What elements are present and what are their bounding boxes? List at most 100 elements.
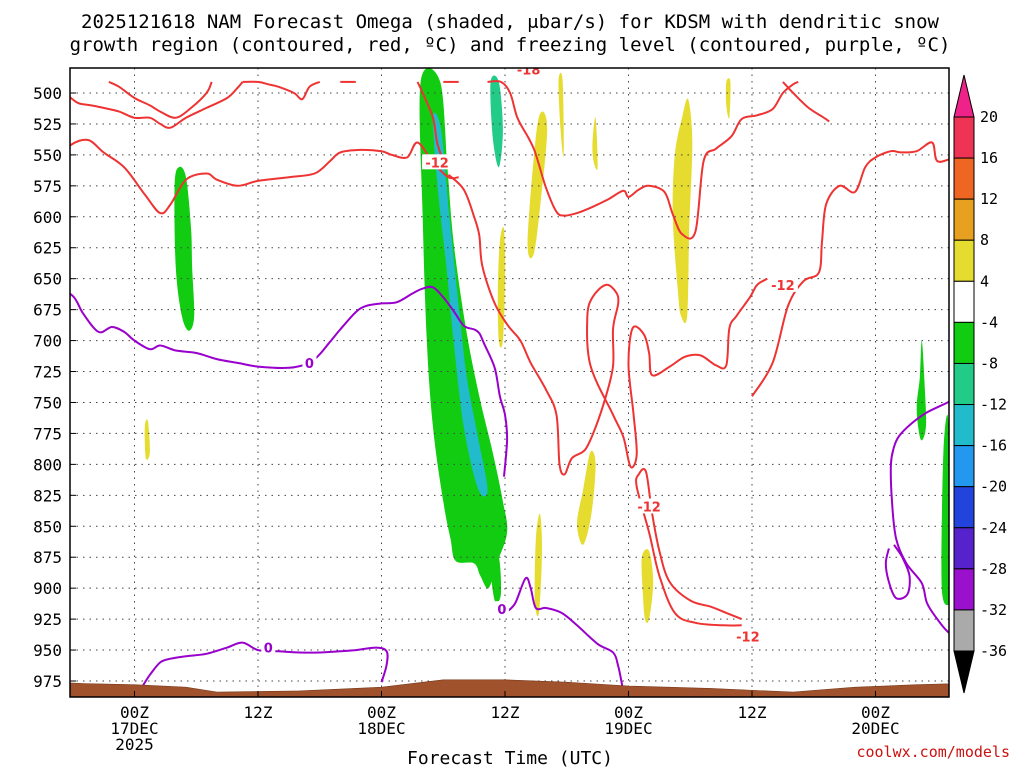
colorbar-label: -32: [980, 601, 1007, 619]
colorbar-bin: [953, 568, 975, 611]
omega-region-13: [577, 450, 596, 545]
omega-region-0: [174, 166, 195, 331]
x-tick-label: 00Z: [367, 703, 396, 722]
dendritic-contour-2: [487, 80, 799, 240]
y-tick-label: 625: [33, 239, 62, 258]
omega-shading: [144, 68, 949, 624]
colorbar-bin: [953, 239, 975, 282]
y-tick-label: 825: [33, 486, 62, 505]
colorbar-bin: [953, 445, 975, 488]
omega-region-18: [144, 419, 150, 460]
x-tick-label: 12Z: [244, 703, 273, 722]
grid-lines: [70, 68, 949, 697]
colorbar-label: -4: [980, 313, 998, 331]
omega-region-14: [534, 513, 543, 617]
x-tick-label: 00Z: [614, 703, 643, 722]
colorbar-label: 12: [980, 190, 998, 208]
y-tick-label: 700: [33, 332, 62, 351]
dendritic-contour-label: -18: [517, 63, 541, 78]
colorbar-bin: [953, 486, 975, 529]
dendritic-contour-label: -12: [736, 630, 760, 645]
y-tick-label: 600: [33, 208, 62, 227]
omega-region-10: [558, 72, 564, 157]
freezing-contour-label: 0: [305, 357, 314, 372]
y-tick-label: 575: [33, 177, 62, 196]
contour-label-bg: [302, 354, 317, 370]
dendritic-contour-label: -12: [771, 279, 795, 294]
colorbar-bin: [953, 116, 975, 159]
omega-region-2: [432, 112, 488, 497]
chart-title-line2: growth region (contoured, red, ºC) and f…: [70, 34, 951, 56]
x-tick-label: 12Z: [491, 703, 520, 722]
omega-region-17: [725, 78, 731, 119]
dendritic-contour-1: [751, 141, 949, 397]
contour-label-bg: [767, 276, 798, 292]
y-tick-label: 750: [33, 393, 62, 412]
colorbar-bin: [953, 280, 975, 323]
contour-label-bg: [732, 628, 763, 644]
y-tick-label: 850: [33, 517, 62, 536]
colorbar-label: -12: [980, 396, 1007, 414]
x-axis-label: Forecast Time (UTC): [407, 748, 613, 768]
colorbar-label: 4: [980, 272, 989, 290]
y-axis: 500 525 550 575 600 625 650 675 700 725 750 775 800 8…: [33, 84, 76, 691]
y-tick-label: 950: [33, 641, 62, 660]
y-tick-label: 500: [33, 84, 62, 103]
dendritic-contour-label: -12: [425, 156, 449, 171]
dendritic-contour-5: [70, 81, 244, 129]
colorbar-bin: [953, 321, 975, 364]
y-tick-label: 925: [33, 610, 62, 629]
x-tick-label: 2025: [115, 735, 154, 754]
colorbar-bin: [953, 404, 975, 447]
contour-label-bg: [513, 68, 544, 77]
colorbar-label: -20: [980, 478, 1007, 496]
colorbar-bottom-arrow: [953, 650, 975, 694]
contour-label-bg: [494, 601, 509, 617]
terrain-fill: [70, 679, 949, 697]
freezing-contour-0: [70, 285, 509, 477]
colorbar-label: 20: [980, 108, 998, 126]
y-tick-label: 650: [33, 270, 62, 289]
colorbar-label: 16: [980, 149, 998, 167]
colorbar-label: -24: [980, 519, 1007, 537]
dendritic-contour-8: [108, 80, 213, 119]
freezing-contour-3: [889, 400, 949, 634]
freezing-contour-label: 0: [264, 642, 273, 657]
dendritic-contour-6: [242, 80, 321, 101]
colorbar-label: 8: [980, 231, 989, 249]
omega-region-15: [641, 549, 654, 624]
credit-text: coolwx.com/models: [856, 743, 1010, 761]
contour-labels: -12 -12 -18 -12 -12 0 0 0: [261, 63, 798, 657]
y-tick-label: 775: [33, 424, 62, 443]
x-tick-label: 18DEC: [357, 719, 405, 738]
x-tick-label: 12Z: [738, 703, 767, 722]
x-tick-label: 20DEC: [851, 719, 899, 738]
y-tick-label: 525: [33, 115, 62, 134]
dendritic-contour-4: [447, 173, 768, 476]
y-tick-label: 900: [33, 579, 62, 598]
y-tick-label: 725: [33, 363, 62, 382]
x-tick-label: 19DEC: [604, 719, 652, 738]
colorbar-bin: [953, 362, 975, 406]
omega-region-3: [490, 75, 503, 168]
colorbar: 20 16 12 8 4 -4 -8 -12 -16 -20 -24 -28 -32 -36: [953, 74, 1007, 694]
omega-region-9: [527, 111, 548, 259]
colorbar-bin: [953, 527, 975, 570]
colorbar-bin: [953, 609, 975, 652]
colorbar-label: -28: [980, 560, 1007, 578]
omega-region-4: [490, 554, 502, 603]
x-tick-label: 00Z: [120, 703, 149, 722]
contour-label-bg: [422, 154, 453, 170]
x-tick-label: 00Z: [861, 703, 890, 722]
dendritic-contour-9: [782, 81, 830, 123]
contour-label-bg: [261, 639, 276, 655]
colorbar-label: -8: [980, 354, 998, 372]
chart-title-line1: 2025121618 NAM Forecast Omega (shaded, μ…: [81, 11, 939, 33]
colorbar-bin: [953, 157, 975, 200]
freezing-contour-4: [884, 544, 911, 600]
plot-frame: [69, 67, 950, 698]
y-tick-label: 550: [33, 146, 62, 165]
